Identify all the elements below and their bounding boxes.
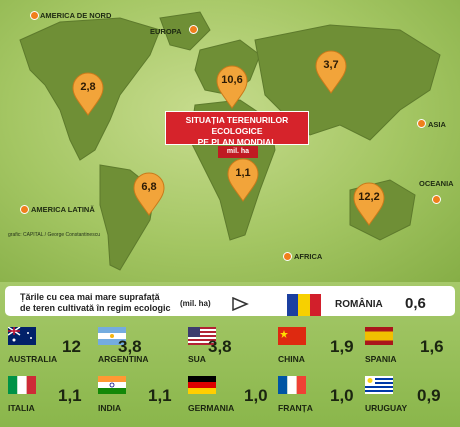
country-value: 1,9 <box>330 337 354 356</box>
country-name: ARGENTINA <box>98 354 149 364</box>
asia-dot <box>417 119 426 128</box>
country-value: 1,0 <box>244 386 268 405</box>
country-china: CHINA 1,9 <box>278 327 368 373</box>
romania-flag-icon <box>287 294 321 316</box>
uruguay-flag-icon <box>365 376 393 394</box>
australia-flag-icon <box>8 327 36 345</box>
map-title-line1: SITUAȚIA TERENURILOR ECOLOGICE <box>185 115 289 136</box>
panel-title-line1: Țările cu cea mai mare suprafață <box>20 292 160 302</box>
oceania-label: OCEANIA <box>419 179 454 188</box>
latin-america-label: AMERICA LATINĂ <box>31 205 95 214</box>
pin-africa: 1,1 <box>226 158 260 202</box>
country-panel: Țările cu cea mai mare suprafață de tere… <box>0 282 460 427</box>
africa-label: AFRICA <box>294 252 323 261</box>
panel-title: Țările cu cea mai mare suprafață de tere… <box>20 292 171 314</box>
india-flag-icon <box>98 376 126 394</box>
latin-america-dot <box>20 205 29 214</box>
country-value: 0,9 <box>417 386 441 405</box>
map-unit: mil. ha <box>218 146 258 158</box>
country-germany: GERMANIA 1,0 <box>188 376 278 422</box>
graphic-credit: grafic: CAPITAL / George Constantinescu <box>8 232 100 238</box>
country-value: 3,8 <box>118 337 142 356</box>
italy-flag-icon <box>8 376 36 394</box>
romania-value: 0,6 <box>405 295 426 312</box>
country-value: 1,0 <box>330 386 354 405</box>
pin-asia: 3,7 <box>314 50 348 94</box>
usa-flag-icon <box>188 327 216 345</box>
pin-europe: 10,6 <box>215 65 249 109</box>
germany-flag-icon <box>188 376 216 394</box>
africa-dot <box>283 252 292 261</box>
north-america-dot <box>30 11 39 20</box>
pin-oceania: 12,2 <box>352 182 386 226</box>
panel-title-line2: de teren cultivată în regim ecologic <box>20 303 171 313</box>
country-france: FRANȚA 1,0 <box>278 376 368 422</box>
country-value: 3,8 <box>208 337 232 356</box>
country-spain: SPANIA 1,6 <box>365 327 455 373</box>
oceania-dot <box>432 195 441 204</box>
country-name: URUGUAY <box>365 403 408 413</box>
country-name: GERMANIA <box>188 403 235 413</box>
country-india: INDIA 1,1 <box>98 376 188 422</box>
country-name: SPANIA <box>365 354 397 364</box>
china-flag-icon <box>278 327 306 345</box>
country-name: FRANȚA <box>278 403 313 413</box>
europe-dot <box>189 25 198 34</box>
country-argentina: ARGENTINA 3,8 <box>98 327 188 373</box>
pin-latin-america: 6,8 <box>132 172 166 216</box>
country-australia: AUSTRALIA 12 <box>8 327 98 373</box>
country-italy: ITALIA 1,1 <box>8 376 98 422</box>
country-value: 12 <box>62 337 81 356</box>
europe-label: EUROPA <box>150 27 182 36</box>
country-value: 1,6 <box>420 337 444 356</box>
panel-unit: (mil. ha) <box>180 299 211 308</box>
country-name: ITALIA <box>8 403 35 413</box>
argentina-flag-icon <box>98 327 126 345</box>
greenland-shape <box>159 11 211 51</box>
map-title-line2: PE PLAN MONDIAL <box>197 137 277 147</box>
play-arrow-icon <box>232 297 249 311</box>
asia-label: ASIA <box>428 120 446 129</box>
country-value: 1,1 <box>58 386 82 405</box>
country-usa: SUA 3,8 <box>188 327 278 373</box>
country-uruguay: URUGUAY 0,9 <box>365 376 455 422</box>
country-value: 1,1 <box>148 386 172 405</box>
panel-header: Țările cu cea mai mare suprafață de tere… <box>5 286 455 316</box>
country-name: AUSTRALIA <box>8 354 58 364</box>
romania-name: ROMÂNIA <box>335 299 383 310</box>
north-america-label: AMERICA DE NORD <box>40 11 112 20</box>
country-name: CHINA <box>278 354 305 364</box>
country-name: SUA <box>188 354 206 364</box>
pin-north-america: 2,8 <box>71 72 105 116</box>
world-map: AMERICA DE NORD EUROPA ASIA OCEANIA AFRI… <box>0 0 460 282</box>
spain-flag-icon <box>365 327 393 345</box>
country-name: INDIA <box>98 403 122 413</box>
france-flag-icon <box>278 376 306 394</box>
map-title: SITUAȚIA TERENURILOR ECOLOGICE PE PLAN M… <box>165 111 309 147</box>
